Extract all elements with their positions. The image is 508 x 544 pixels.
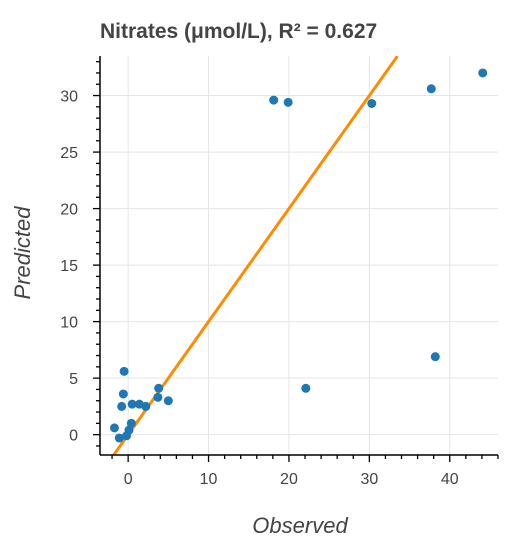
data-point [430, 352, 440, 362]
data-point [269, 95, 279, 105]
data-point [301, 383, 311, 393]
data-point [367, 98, 377, 108]
axes [99, 56, 498, 456]
data-point [154, 383, 164, 393]
y-tick-label: 0 [69, 428, 78, 445]
data-point [127, 399, 137, 409]
data-point [163, 396, 173, 406]
x-axis-label: Observed [252, 513, 348, 538]
data-point [118, 389, 128, 399]
y-tick-label: 5 [69, 371, 78, 388]
data-point [119, 366, 129, 376]
data-point [478, 68, 488, 78]
x-tick-label: 10 [200, 471, 218, 488]
y-axis-ticks: 0 5 10 15 20 25 30 [60, 61, 100, 447]
data-point [124, 425, 134, 435]
x-tick-label: 30 [360, 471, 378, 488]
y-tick-label: 10 [60, 315, 78, 332]
x-axis-ticks: 0 10 20 30 40 [111, 455, 499, 488]
grid [100, 56, 498, 455]
data-point [117, 401, 127, 411]
data-point [126, 418, 136, 428]
x-tick-label: 40 [441, 471, 459, 488]
x-tick-label: 0 [124, 471, 133, 488]
data-point [426, 84, 436, 94]
data-points [109, 68, 488, 443]
data-point [109, 423, 119, 433]
y-tick-label: 25 [60, 145, 78, 162]
y-tick-label: 15 [60, 258, 78, 275]
data-point [283, 97, 293, 107]
y-axis-label: Predicted [10, 206, 35, 300]
data-point [141, 401, 151, 411]
x-tick-label: 20 [280, 471, 298, 488]
data-point [114, 433, 124, 443]
data-point [153, 392, 163, 402]
y-tick-label: 30 [60, 89, 78, 106]
y-tick-label: 20 [60, 202, 78, 219]
chart-title: Nitrates (μmol/L), R² = 0.627 [100, 20, 377, 43]
